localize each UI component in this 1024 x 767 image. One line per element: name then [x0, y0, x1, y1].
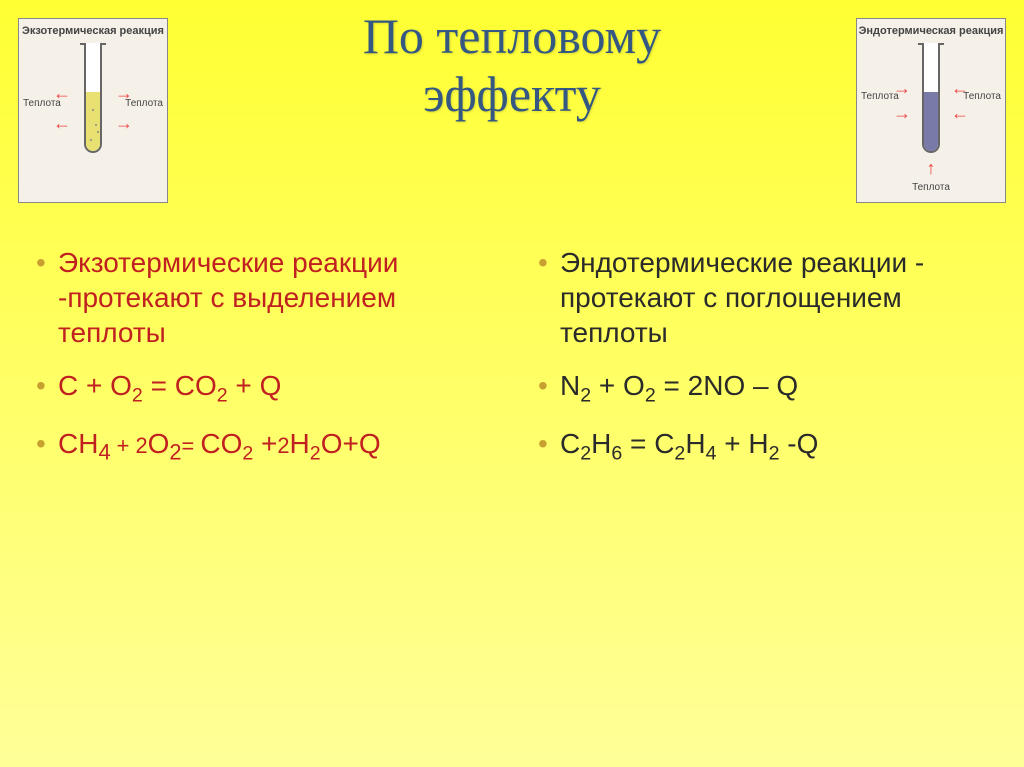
endo-eq2: C2H6 = C2H4 + H2 -Q	[532, 426, 994, 466]
diagram-endothermic: Эндотермическая реакция → → ← ← ↑ Теплот…	[856, 18, 1006, 203]
tube-left: ← ← → → Теплота Теплота	[19, 43, 167, 173]
heat-label: Теплота	[861, 91, 899, 102]
exo-eq2: CH4 + 2O2= CO2 +2H2O+Q	[30, 426, 492, 466]
title-line2: эффекту	[423, 66, 601, 122]
heat-label: Теплота	[125, 98, 163, 109]
diagram-exothermic: Экзотермическая реакция ← ← → → Теплота …	[18, 18, 168, 203]
heat-label: Теплота	[912, 182, 950, 193]
heat-label: Теплота	[963, 91, 1001, 102]
exo-eq1: C + O2 = CO2 + Q	[30, 368, 492, 408]
arrow-in-icon: ←	[951, 103, 969, 124]
heat-label: Теплота	[23, 98, 61, 109]
arrow-in-icon: ↑	[927, 158, 936, 179]
exo-heading: Экзотермические реакции -протекают с выд…	[30, 245, 492, 350]
endo-heading: Эндотермические реакции - протекают с по…	[532, 245, 994, 350]
right-column: Эндотермические реакции - протекают с по…	[532, 245, 994, 484]
title-line1: По тепловому	[363, 8, 661, 64]
endo-eq1: N2 + O2 = 2NO – Q	[532, 368, 994, 408]
content-columns: Экзотермические реакции -протекают с выд…	[0, 245, 1024, 484]
diagram-right-title: Эндотермическая реакция	[857, 19, 1005, 37]
diagram-left-title: Экзотермическая реакция	[19, 19, 167, 37]
arrow-out-icon: →	[115, 113, 133, 134]
arrow-in-icon: →	[893, 103, 911, 124]
arrow-out-icon: ←	[53, 113, 71, 134]
tube-right: → → ← ← ↑ Теплота Теплота Теплота	[857, 43, 1005, 173]
left-column: Экзотермические реакции -протекают с выд…	[30, 245, 492, 484]
